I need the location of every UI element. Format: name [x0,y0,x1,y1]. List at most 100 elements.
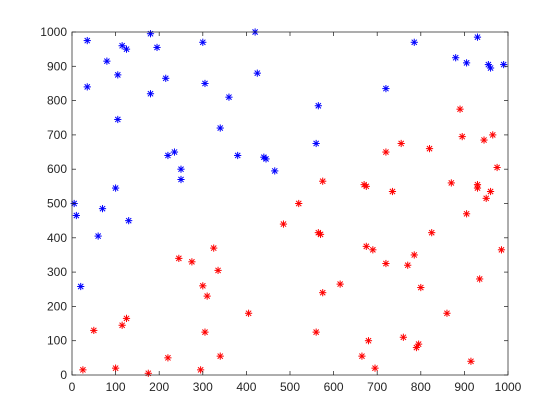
data-point [98,205,107,213]
data-point [177,165,185,173]
y-tick-label: 700 [47,128,67,142]
data-point [216,124,224,132]
data-point [199,282,207,290]
data-point [362,242,370,250]
data-point [114,71,122,79]
data-point [319,289,327,297]
data-point [476,275,484,283]
x-tick-label: 600 [324,380,344,394]
x-tick-label: 500 [280,380,300,394]
data-point [153,43,161,52]
data-point [462,210,471,218]
data-point [417,283,425,292]
data-point [216,352,224,360]
data-point [382,259,390,268]
data-point [279,220,288,228]
data-point [253,69,261,77]
data-point [83,36,91,45]
y-tick-label: 500 [47,197,67,211]
data-point [319,177,327,185]
data-point [425,145,434,153]
data-point [146,90,155,98]
data-point [197,366,205,374]
y-tick-label: 300 [47,265,67,279]
data-point [410,38,418,46]
data-point [201,328,209,336]
x-tick-label: 400 [236,380,256,394]
x-tick-label: 900 [454,380,474,394]
data-point [203,292,211,300]
data-point [404,261,412,269]
y-tick-label: 800 [47,94,67,108]
data-point [314,102,322,110]
data-point [262,155,270,163]
data-point [399,333,407,341]
data-point [146,30,155,38]
y-tick-label: 400 [47,231,67,245]
data-point [170,148,179,156]
data-point [497,246,506,254]
y-tick-label: 1000 [40,25,67,39]
data-point [443,309,451,317]
data-point [473,33,482,41]
data-point [362,182,370,190]
y-tick-label: 0 [60,368,67,382]
data-point [358,352,366,360]
data-point [456,105,464,113]
data-point [410,251,418,259]
data-point [486,64,495,72]
data-point [369,246,377,254]
data-point [188,258,196,266]
data-point [452,54,460,62]
data-point [493,163,501,172]
x-tick-label: 200 [149,380,169,394]
axes: 0 100 200 300 400 500 600 700 800 900 1000 0 100 200 3… [40,25,521,394]
y-tick-label: 600 [47,162,67,176]
data-point [225,93,233,101]
data-point [112,364,120,372]
data-point [397,139,405,148]
y-tick-label: 900 [47,59,67,73]
data-point [118,42,126,50]
data-point [122,314,131,323]
data-point [72,211,80,220]
x-tick-label: 100 [106,380,126,394]
data-point [467,357,475,365]
data-point [164,151,172,160]
data-point [415,340,423,348]
data-point [199,38,207,46]
data-point [201,79,209,88]
data-point [90,326,98,335]
data-point [94,232,102,240]
data-point [382,84,390,93]
data-point [103,57,111,65]
data-point [210,244,218,252]
data-point [489,131,497,139]
data-point [162,74,170,82]
data-point [271,167,279,175]
x-tick-label: 700 [367,380,387,394]
data-point [458,133,466,141]
x-tick-label: 800 [411,380,431,394]
data-point [112,184,120,192]
data-point [177,175,185,184]
y-tick-label: 100 [47,334,67,348]
data-point [214,266,222,274]
data-point [336,280,344,288]
data-point [234,151,242,160]
axes-box [71,31,509,376]
data-point [482,194,490,202]
data-point [500,60,508,69]
y-tick-label: 200 [47,299,67,313]
data-point [312,328,320,336]
data-point [122,45,131,53]
data-point [144,369,152,377]
data-point [295,199,303,208]
data-point [428,229,436,237]
data-point [83,83,91,91]
data-point [364,337,373,345]
data-point [244,309,253,317]
data-point [316,230,325,238]
data-point [462,59,471,67]
data-point [371,364,379,372]
